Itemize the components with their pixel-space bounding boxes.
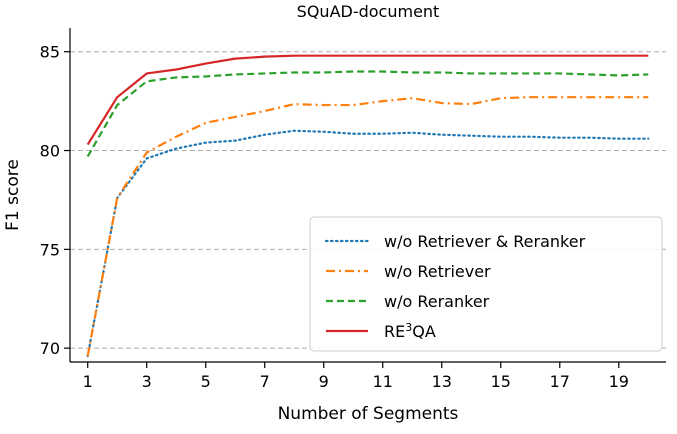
x-tick-label: 5 bbox=[201, 372, 211, 391]
y-tick-label: 85 bbox=[40, 43, 60, 62]
legend-label: RE3QA bbox=[384, 321, 436, 341]
legend-label: w/o Retriever & Reranker bbox=[384, 232, 586, 251]
series-lines bbox=[86, 54, 650, 358]
x-tick-label: 3 bbox=[142, 372, 152, 391]
y-tick-label: 75 bbox=[40, 240, 60, 259]
y-tick-label: 70 bbox=[40, 339, 60, 358]
x-tick-label: 1 bbox=[83, 372, 93, 391]
series-line bbox=[86, 129, 650, 358]
legend-label: w/o Retriever bbox=[384, 262, 491, 281]
x-tick-label: 15 bbox=[491, 372, 511, 391]
x-tick-label: 19 bbox=[609, 372, 629, 391]
x-tick-label: 13 bbox=[432, 372, 452, 391]
chart-title: SQuAD-document bbox=[297, 2, 440, 21]
y-tick-label: 80 bbox=[40, 142, 60, 161]
series-line bbox=[86, 54, 649, 146]
axes bbox=[69, 28, 666, 363]
x-tick-label: 17 bbox=[550, 372, 570, 391]
series-line bbox=[86, 96, 649, 357]
x-tick-label: 7 bbox=[260, 372, 270, 391]
legend-box bbox=[309, 216, 663, 352]
x-tick-label: 9 bbox=[319, 372, 329, 391]
series-line bbox=[86, 70, 649, 158]
y-axis-label: F1 score bbox=[3, 159, 23, 231]
x-axis-label: Number of Segments bbox=[278, 404, 459, 424]
legend: w/o Retriever & Reranker w/o Retriever w/o… bbox=[309, 216, 663, 352]
x-tick-label: 11 bbox=[373, 372, 393, 391]
legend-label: w/o Reranker bbox=[384, 292, 490, 311]
